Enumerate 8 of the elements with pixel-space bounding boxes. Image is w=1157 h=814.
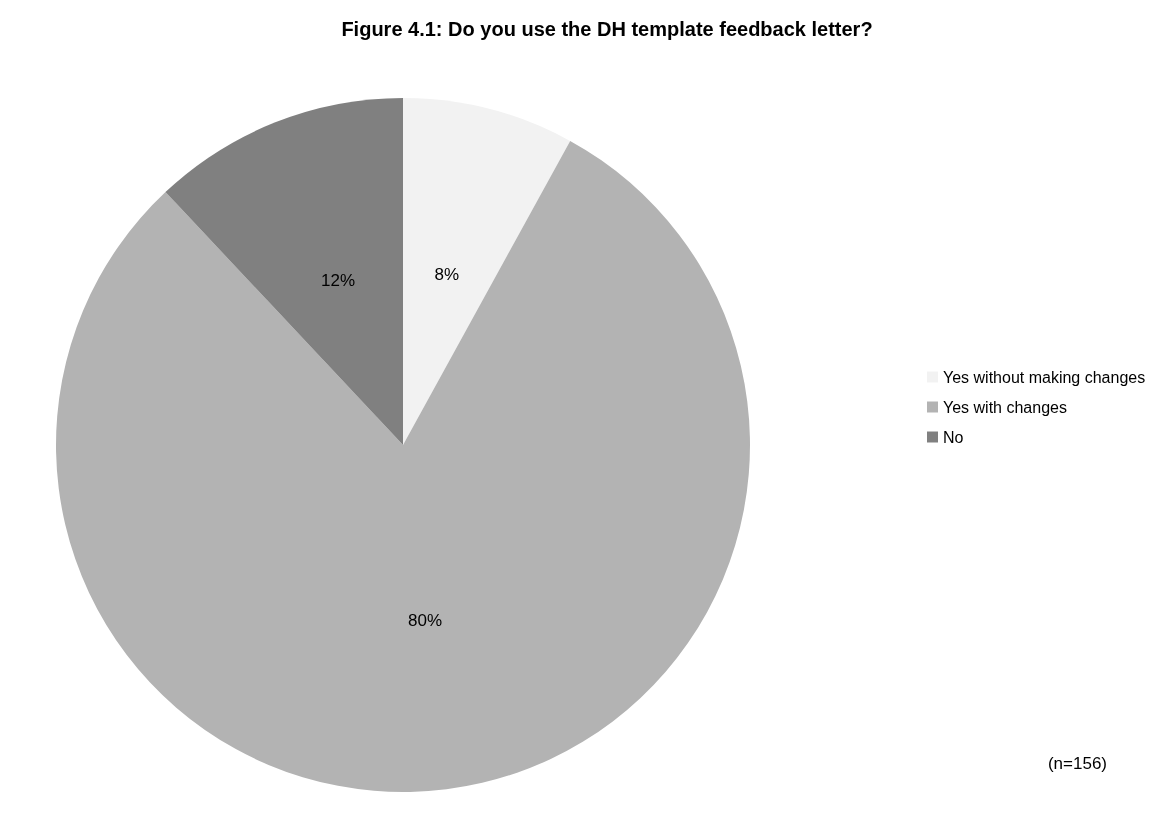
data-label: 80%: [408, 610, 443, 630]
text: (n=156): [1047, 754, 1108, 773]
chart-title: Figure 4.1: Do you use the DH template feedback letter?: [341, 18, 873, 40]
legend-label: Yes with changes: [943, 398, 1067, 416]
legend-label: Yes without making changes: [943, 368, 1146, 386]
data-label: 8%: [434, 264, 460, 284]
legend-label: No: [943, 428, 964, 446]
data-label: 12%: [321, 271, 356, 291]
